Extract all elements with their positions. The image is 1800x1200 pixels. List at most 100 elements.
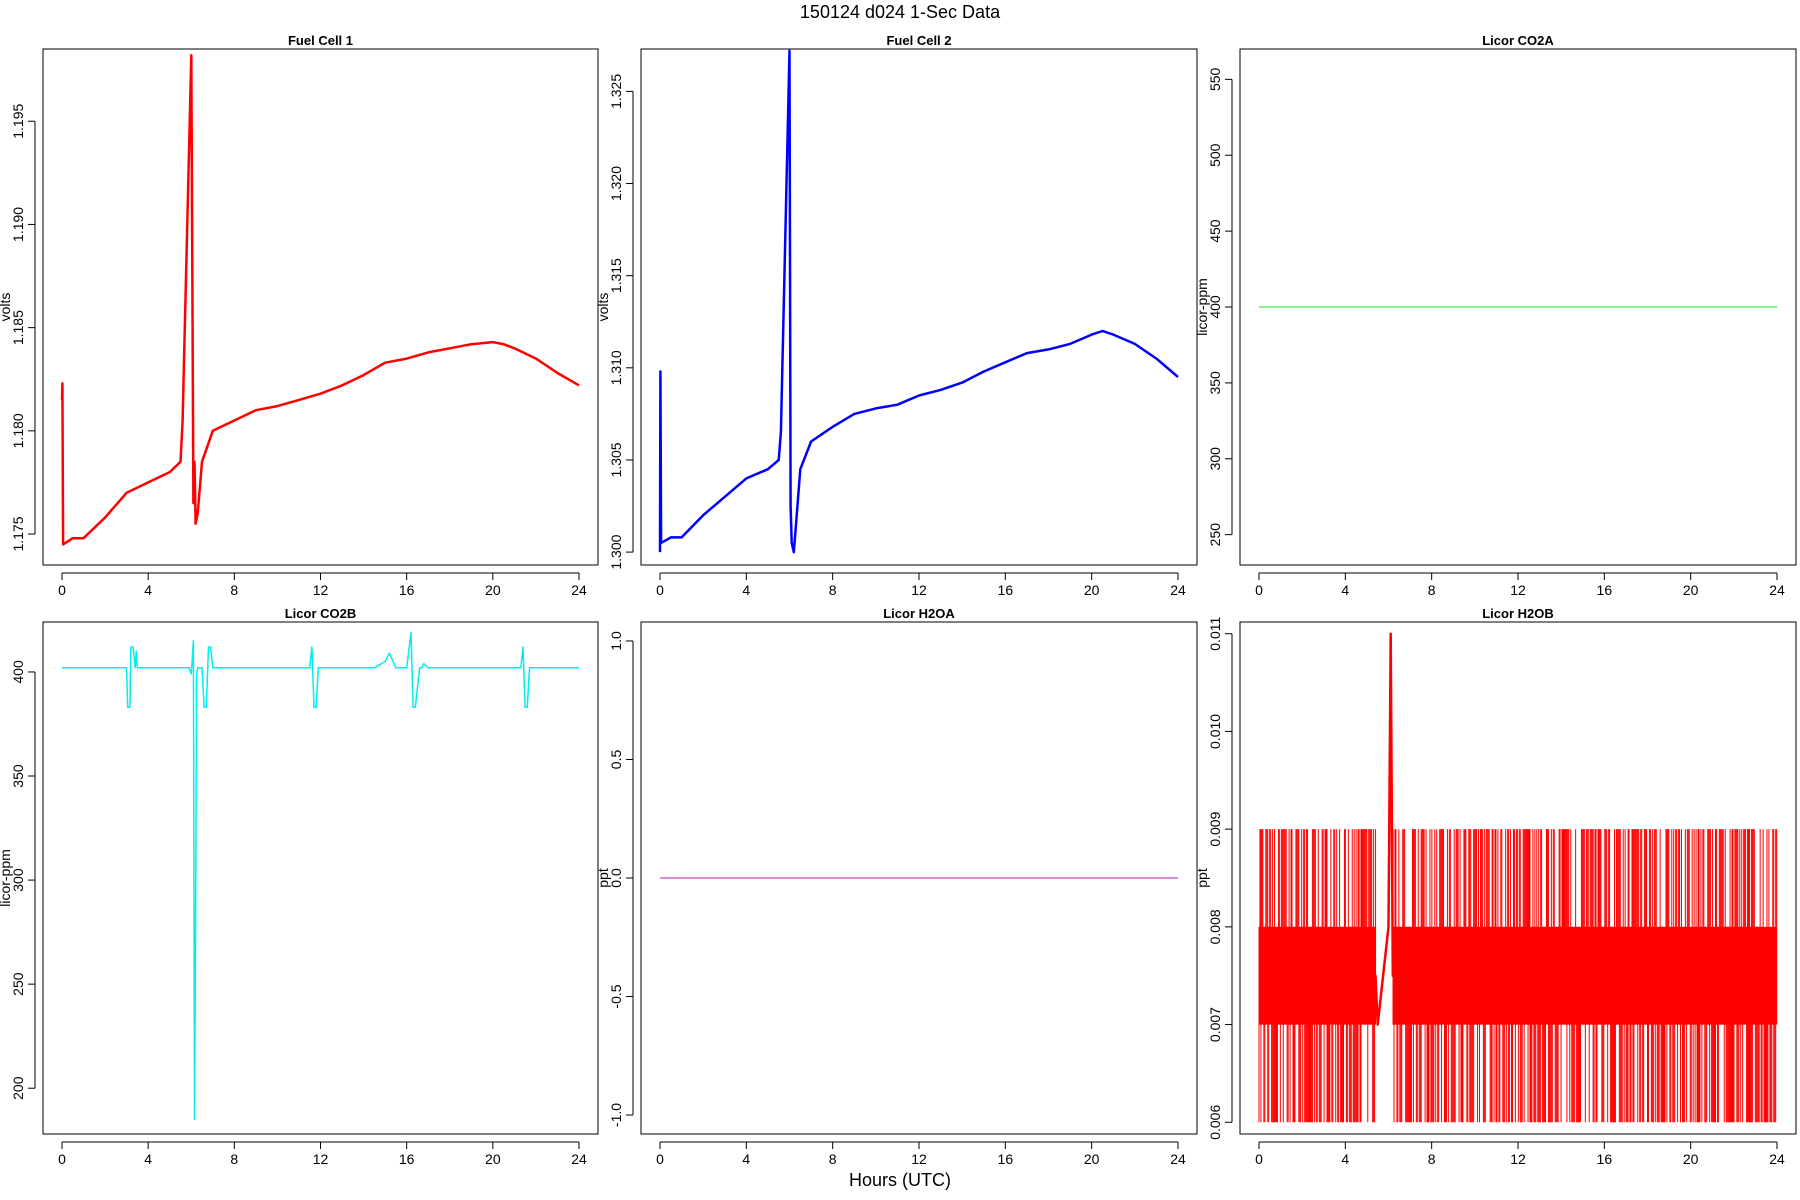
- x-axis-title: Hours (UTC): [849, 1170, 951, 1190]
- panel-title: Fuel Cell 1: [288, 33, 353, 48]
- panel-title: Licor CO2A: [1482, 33, 1554, 48]
- y-tick-label: 1.320: [608, 166, 624, 201]
- x-tick-label: 20: [485, 1151, 501, 1167]
- x-tick-label: 0: [1255, 1151, 1263, 1167]
- y-axis-label: licor-ppm: [1194, 278, 1210, 336]
- y-tick-label: 450: [1207, 219, 1223, 243]
- y-tick-label: 1.310: [608, 350, 624, 385]
- x-tick-label: 20: [1084, 582, 1100, 598]
- y-axis-label: ppt: [1194, 868, 1210, 888]
- x-tick-label: 16: [1597, 582, 1613, 598]
- y-tick-label: 250: [10, 972, 26, 996]
- x-tick-label: 0: [656, 1151, 664, 1167]
- y-tick-label: 300: [1207, 447, 1223, 471]
- x-tick-label: 16: [399, 582, 415, 598]
- x-tick-label: 12: [1510, 582, 1526, 598]
- x-tick-label: 24: [1769, 582, 1785, 598]
- y-axis-label: volts: [0, 293, 13, 322]
- x-tick-label: 4: [144, 1151, 152, 1167]
- y-tick-label: 1.180: [10, 413, 26, 448]
- panel-title: Licor H2OB: [1482, 606, 1554, 621]
- x-tick-label: 20: [1084, 1151, 1100, 1167]
- x-tick-label: 16: [1597, 1151, 1613, 1167]
- x-tick-label: 4: [1341, 1151, 1349, 1167]
- x-tick-label: 4: [742, 582, 750, 598]
- y-tick-label: 0.008: [1207, 909, 1223, 944]
- x-tick-label: 20: [485, 582, 501, 598]
- y-tick-label: 1.0: [608, 631, 624, 651]
- plot-frame: [1239, 48, 1797, 566]
- y-tick-label: 0.007: [1207, 1007, 1223, 1042]
- x-tick-label: 8: [230, 1151, 238, 1167]
- y-tick-label: 1.185: [10, 310, 26, 345]
- series-line: [658, 49, 1179, 554]
- x-tick-label: 0: [58, 582, 66, 598]
- y-tick-label: 1.325: [608, 74, 624, 109]
- y-tick-label: 0.006: [1207, 1105, 1223, 1140]
- x-tick-label: 8: [1428, 1151, 1436, 1167]
- x-tick-label: 0: [58, 1151, 66, 1167]
- panel-3: Licor CO2A licor-ppm 0 4 8 12 16 20 24 250 300 350 4…: [1194, 33, 1797, 598]
- panel-1: Fuel Cell 1 volts 0 4 8 12 16 20 24 1.175 1.180 1.1…: [0, 33, 599, 598]
- y-tick-label: 0.009: [1207, 811, 1223, 846]
- y-axis-label: volts: [595, 293, 611, 322]
- y-tick-label: 0.5: [608, 750, 624, 770]
- main-title: 150124 d024 1-Sec Data: [799, 2, 1001, 22]
- x-tick-label: 20: [1683, 1151, 1699, 1167]
- x-tick-label: 4: [1341, 582, 1349, 598]
- series-line: [60, 53, 580, 546]
- y-tick-label: 1.305: [608, 442, 624, 477]
- panel-5: Licor H2OA ppt 0 4 8 12 16 20 24 -1.0 -0.5 0.0 0.5 1.…: [595, 606, 1198, 1167]
- x-tick-label: 0: [656, 582, 664, 598]
- y-tick-label: 0.0: [608, 868, 624, 888]
- panel-title: Fuel Cell 2: [886, 33, 951, 48]
- y-tick-label: 1.175: [10, 516, 26, 551]
- y-tick-label: 200: [10, 1076, 26, 1100]
- x-tick-label: 12: [1510, 1151, 1526, 1167]
- x-tick-label: 12: [911, 582, 927, 598]
- x-tick-label: 8: [829, 582, 837, 598]
- y-tick-label: 400: [10, 660, 26, 684]
- x-tick-label: 16: [998, 1151, 1014, 1167]
- y-tick-label: 300: [10, 868, 26, 892]
- plot-frame: [640, 621, 1198, 1135]
- panel-title: Licor CO2B: [285, 606, 357, 621]
- plot-frame: [640, 48, 1198, 566]
- panel-6: Licor H2OB ppt 0 4 8 12 16 20 24 0.006 0.007 0.008 0…: [1194, 606, 1797, 1167]
- x-tick-label: 20: [1683, 582, 1699, 598]
- x-tick-label: 8: [230, 582, 238, 598]
- y-tick-label: 550: [1207, 67, 1223, 91]
- x-tick-label: 16: [998, 582, 1014, 598]
- x-tick-label: 16: [399, 1151, 415, 1167]
- y-tick-label: 1.195: [10, 104, 26, 139]
- x-tick-label: 12: [313, 1151, 329, 1167]
- y-tick-label: 0.010: [1207, 714, 1223, 749]
- panel-title: Licor H2OA: [883, 606, 955, 621]
- x-tick-label: 24: [1769, 1151, 1785, 1167]
- y-tick-label: -0.5: [608, 984, 624, 1008]
- y-tick-label: 1.315: [608, 258, 624, 293]
- x-tick-label: 24: [1170, 582, 1186, 598]
- x-tick-label: 12: [911, 1151, 927, 1167]
- x-tick-label: 8: [829, 1151, 837, 1167]
- y-tick-label: 250: [1207, 523, 1223, 547]
- plot-frame: [42, 48, 599, 566]
- x-tick-label: 4: [742, 1151, 750, 1167]
- series-line: [62, 631, 579, 1121]
- plot-frame: [1239, 621, 1797, 1135]
- x-tick-label: 4: [144, 582, 152, 598]
- x-tick-label: 24: [1170, 1151, 1186, 1167]
- y-tick-label: -1.0: [608, 1103, 624, 1127]
- y-axis-label: ppt: [595, 868, 611, 888]
- x-tick-label: 0: [1255, 582, 1263, 598]
- y-tick-label: 1.190: [10, 207, 26, 242]
- y-axis-label: licor-ppm: [0, 849, 13, 907]
- y-tick-label: 0.011: [1207, 617, 1223, 651]
- x-tick-label: 24: [571, 1151, 587, 1167]
- x-tick-label: 24: [571, 582, 587, 598]
- y-tick-label: 1.300: [608, 534, 624, 569]
- y-tick-label: 350: [10, 764, 26, 788]
- plot-frame: [42, 621, 599, 1135]
- panel-4: Licor CO2B licor-ppm 0 4 8 12 16 20 24 200 250 300 3…: [0, 606, 599, 1167]
